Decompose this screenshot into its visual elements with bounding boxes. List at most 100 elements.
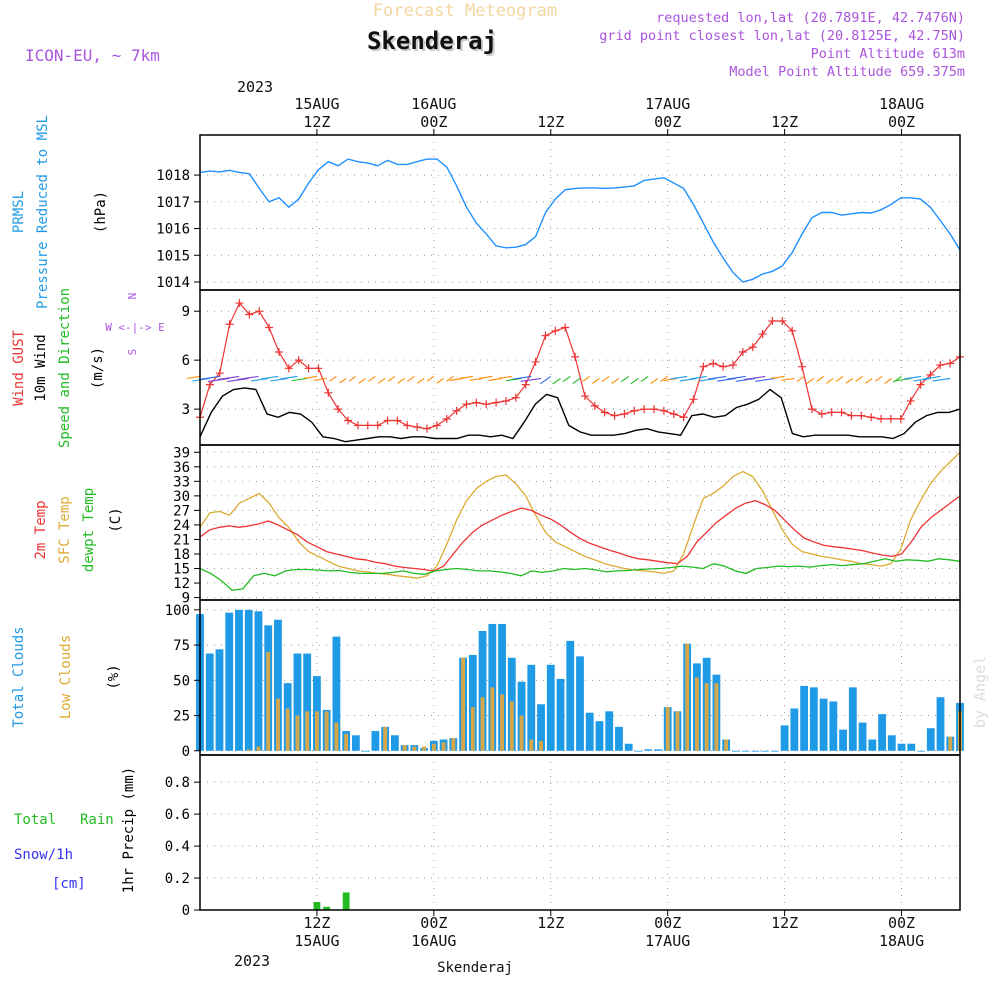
- direction-arrow: [539, 376, 552, 385]
- gust-marker: [728, 361, 737, 370]
- gust-marker: [916, 380, 925, 389]
- y-tick-label: 6: [182, 353, 190, 369]
- time-label-bottom: 16AUG: [411, 932, 456, 950]
- gust-marker: [501, 396, 510, 405]
- gust-marker: [462, 400, 471, 409]
- direction-arrow: [670, 375, 688, 380]
- gust-marker: [531, 357, 540, 366]
- gridpoint-coords: grid point closest lon,lat (20.8125E, 42…: [599, 28, 965, 44]
- low-cloud-bar: [441, 742, 446, 751]
- gust-marker: [344, 416, 353, 425]
- point-altitude: Point Altitude 613m: [811, 46, 965, 62]
- total-cloud-bar: [478, 631, 487, 751]
- station-footer: Skenderaj: [437, 960, 513, 976]
- low-cloud-bar: [314, 711, 319, 751]
- gust-marker: [798, 362, 807, 371]
- low-cloud-bar: [451, 738, 456, 751]
- gust-marker: [640, 405, 649, 414]
- time-label-top: 12Z: [771, 113, 798, 131]
- y-tick-label: 0.8: [165, 775, 190, 791]
- low-cloud-bar: [470, 707, 475, 751]
- rain-bar: [342, 892, 350, 910]
- gust-marker: [650, 405, 659, 414]
- direction-arrow: [892, 376, 902, 383]
- direction-arrow: [895, 377, 912, 382]
- requested-coords: requested lon,lat (20.7891E, 42.7476N): [656, 10, 965, 26]
- direction-arrow: [217, 375, 240, 381]
- gust-marker: [679, 413, 688, 422]
- total-cloud-bar: [468, 654, 477, 751]
- gust-marker: [827, 408, 836, 417]
- low-cloud-bar: [675, 711, 680, 751]
- direction-arrow: [865, 378, 873, 384]
- total-cloud-bar: [887, 735, 896, 751]
- gust-marker: [442, 414, 451, 423]
- dewpt-label: dewpt Temp: [81, 488, 97, 572]
- total-cloud-bar: [537, 704, 545, 751]
- total-cloud-bar: [215, 649, 224, 751]
- total-cloud-bar: [634, 750, 643, 752]
- direction-arrow: [251, 377, 269, 382]
- total-cloud-bar: [274, 619, 282, 751]
- watermark: by Angel: [971, 656, 989, 728]
- time-label-top: 00Z: [420, 113, 447, 131]
- faded-title: Forecast Meteogram: [373, 1, 557, 21]
- total-cloud-bar: [498, 623, 506, 751]
- gust-marker: [521, 380, 530, 389]
- direction-label: Speed and Direction: [57, 288, 73, 448]
- gust-marker: [906, 396, 915, 405]
- low-cloud-bar: [490, 687, 495, 751]
- direction-arrow: [186, 375, 201, 379]
- low-cloud-bar: [295, 715, 300, 751]
- gust-marker: [896, 414, 905, 423]
- model-label: ICON-EU, ~ 7km: [25, 46, 160, 65]
- total-cloud-bar: [352, 735, 360, 751]
- precip-unit: 1hr Precip (mm): [121, 767, 137, 893]
- gust-marker: [265, 323, 274, 332]
- low-cloud-bar: [685, 643, 690, 751]
- gust-marker: [610, 411, 619, 420]
- sfctemp-label: SFC Temp: [57, 496, 73, 563]
- gust-marker: [886, 414, 895, 423]
- total-cloud-bar: [809, 687, 818, 751]
- wind-unit: (m/s): [90, 347, 106, 389]
- y-tick-label: 0.6: [165, 807, 190, 823]
- total-cloud-bar: [585, 712, 594, 751]
- gust-marker: [383, 416, 392, 425]
- time-label-bottom: 18AUG: [879, 932, 924, 950]
- y-tick-label: 15: [173, 562, 190, 578]
- total-cloud-bar: [868, 739, 877, 751]
- total-cloud-bar: [848, 687, 857, 751]
- y-tick-label: 3: [182, 402, 190, 418]
- temp-labels: 2m Temp SFC Temp dewpt Temp (C): [33, 488, 124, 572]
- direction-arrow: [923, 375, 941, 380]
- gust-marker: [580, 392, 589, 401]
- direction-arrow: [690, 375, 707, 380]
- gust-marker: [600, 408, 609, 417]
- direction-arrow: [479, 375, 493, 379]
- wind-panel: [186, 299, 964, 443]
- cloud-unit: (%): [106, 664, 122, 689]
- direction-arrow: [754, 377, 775, 382]
- direction-arrow: [199, 375, 220, 380]
- direction-arrow: [932, 377, 951, 382]
- pressure-labels: PRMSL Pressure Reduced to MSL (hPa): [11, 115, 109, 309]
- gust-marker: [432, 421, 441, 430]
- gust-marker: [304, 364, 313, 373]
- gust-marker: [936, 361, 945, 370]
- direction-arrow: [679, 377, 698, 382]
- total-cloud-bar: [800, 685, 808, 751]
- total-cloud-bar: [576, 656, 584, 751]
- low-cloud-bar: [694, 677, 699, 751]
- total-cloud-bar: [897, 743, 906, 751]
- page-title-front: Skenderaj: [367, 27, 497, 55]
- time-label-bottom: 00Z: [420, 914, 447, 932]
- time-tick-labels: 15AUG12Z12Z15AUG16AUG00Z00Z16AUG12Z12Z17…: [294, 95, 924, 950]
- gust-marker: [423, 424, 432, 433]
- direction-arrow: [664, 377, 678, 381]
- gust-marker: [284, 364, 293, 373]
- direction-arrow: [291, 377, 308, 382]
- wind-labels: Wind GUST 10m Wind Speed and Direction (…: [11, 288, 165, 448]
- direction-arrow: [601, 376, 610, 382]
- gust-marker: [541, 331, 550, 340]
